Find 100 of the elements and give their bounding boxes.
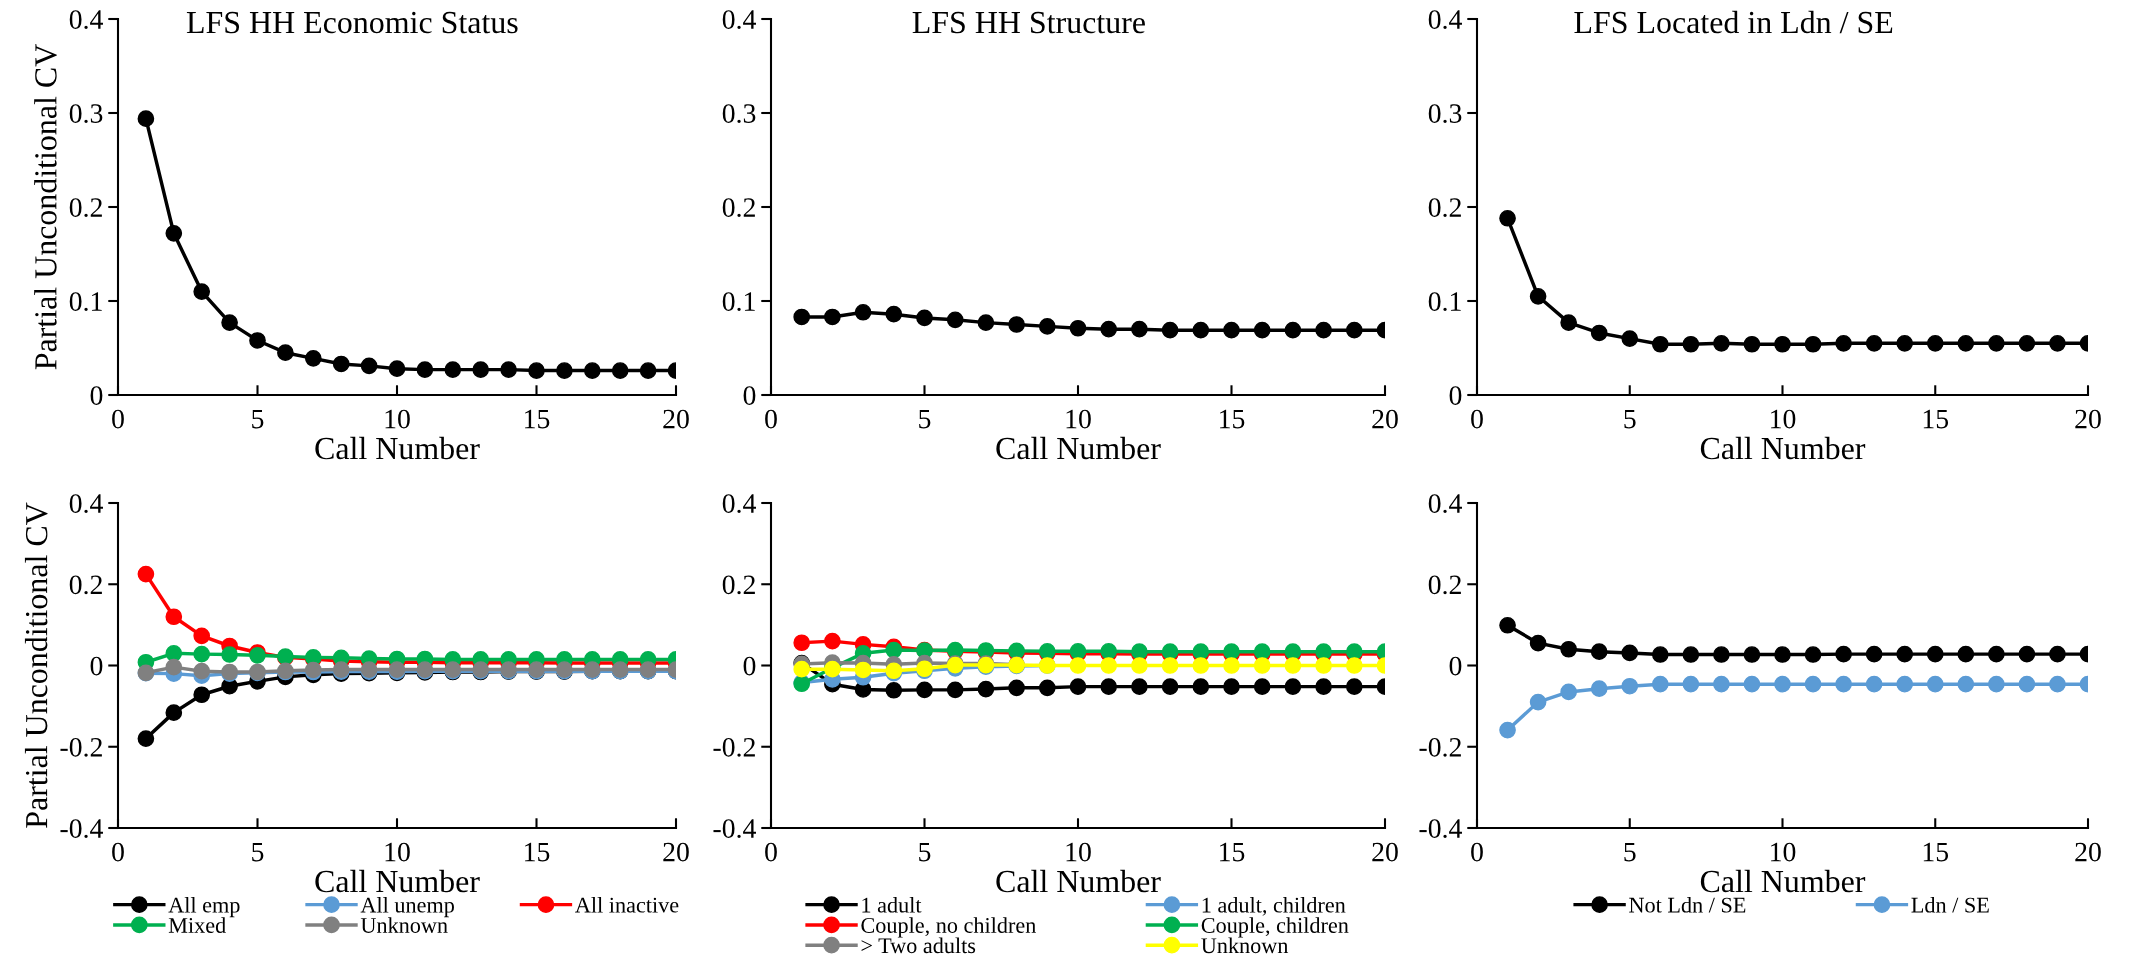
point	[1774, 335, 1791, 353]
legend-label: > Two adults	[861, 937, 976, 954]
point	[1315, 657, 1332, 674]
point	[1988, 645, 2005, 663]
point	[388, 360, 406, 378]
y-tick-label: -0.4	[713, 819, 756, 839]
legend-label: All unemp	[360, 896, 454, 918]
x-axis-title: Call Number	[1700, 869, 1866, 893]
point	[1223, 678, 1240, 695]
point	[1743, 335, 1761, 353]
point	[1682, 335, 1700, 353]
x-tick-label: 0	[765, 842, 777, 862]
point	[1590, 680, 1608, 697]
point	[1284, 678, 1302, 695]
point	[221, 314, 238, 331]
point	[1774, 675, 1791, 693]
point	[1499, 209, 1516, 227]
point	[1131, 320, 1148, 338]
point	[1529, 693, 1547, 711]
x-tick-label: 0	[1471, 409, 1483, 429]
point	[1865, 675, 1883, 693]
point	[444, 361, 462, 378]
x-tick-label: 5	[1624, 409, 1636, 429]
point	[1957, 675, 1975, 693]
x-tick-label: 20	[1372, 842, 1398, 862]
y-tick-label: 0	[90, 656, 103, 676]
point	[1253, 678, 1271, 695]
point	[193, 645, 211, 663]
x-tick-label: 0	[765, 409, 777, 429]
point	[854, 661, 872, 679]
point	[977, 680, 995, 698]
point	[137, 110, 155, 127]
x-tick-label: 10	[1066, 409, 1091, 429]
point	[1865, 334, 1883, 352]
point	[1651, 335, 1669, 353]
x-tick-label: 20	[663, 842, 689, 862]
chart-title: LFS HH Structure	[912, 11, 1145, 34]
point	[2049, 675, 2066, 693]
point	[1804, 335, 1822, 353]
point	[1253, 657, 1271, 674]
point	[2018, 334, 2036, 352]
point	[1590, 643, 1608, 661]
y-tick-label: 0.2	[69, 198, 102, 218]
point	[946, 681, 964, 699]
point	[946, 311, 964, 329]
x-tick-label: 10	[1771, 409, 1796, 429]
y-tick-label: 0.2	[722, 198, 755, 218]
point	[528, 362, 545, 379]
point	[1560, 314, 1577, 331]
point	[1713, 334, 1730, 352]
point	[193, 283, 211, 300]
point	[1743, 675, 1761, 693]
point	[1100, 320, 1118, 338]
point	[332, 355, 350, 373]
point	[611, 362, 629, 379]
point	[1131, 678, 1148, 695]
point	[824, 308, 841, 326]
point	[1284, 657, 1302, 674]
point	[1926, 645, 1944, 663]
point	[1957, 334, 1975, 352]
point	[277, 344, 294, 362]
point	[1192, 657, 1210, 674]
y-tick-label: 0.2	[1428, 198, 1461, 218]
point	[1345, 678, 1363, 695]
point	[1682, 646, 1700, 663]
y-tick-label: 0.4	[69, 10, 103, 30]
point	[793, 660, 811, 678]
point	[1069, 657, 1087, 674]
x-tick-label: 5	[252, 409, 264, 429]
legend-label: Not Ldn / SE	[1629, 896, 1746, 913]
y-tick-label: 0.2	[69, 575, 102, 595]
x-tick-label: 5	[919, 409, 931, 429]
point	[1926, 675, 1944, 693]
point	[1865, 645, 1883, 663]
point	[1008, 316, 1025, 333]
point	[165, 658, 183, 676]
y-tick-label: 0.4	[722, 10, 756, 30]
point	[1682, 675, 1700, 693]
point	[1896, 675, 1914, 693]
chart-title: LFS Located in Ldn / SE	[1574, 10, 1893, 34]
point	[1008, 679, 1025, 697]
y-tick-label: -0.2	[713, 737, 755, 757]
point	[1223, 657, 1240, 674]
x-tick-label: 20	[2075, 842, 2101, 862]
point	[1621, 330, 1639, 347]
point	[1345, 657, 1363, 674]
y-tick-label: 0.2	[722, 575, 755, 595]
x-tick-label: 15	[525, 409, 550, 429]
legend-label: Ldn / SE	[1911, 896, 1989, 913]
x-tick-label: 20	[1372, 409, 1398, 429]
point	[854, 303, 872, 321]
point	[1896, 334, 1914, 352]
y-tick-label: -0.2	[60, 737, 102, 757]
point	[193, 686, 211, 704]
legend-label: Couple, children	[1201, 917, 1349, 938]
x-axis-title: Call Number	[315, 436, 480, 460]
point	[556, 362, 573, 379]
point	[977, 314, 995, 331]
point	[472, 361, 490, 378]
point	[1038, 318, 1056, 335]
